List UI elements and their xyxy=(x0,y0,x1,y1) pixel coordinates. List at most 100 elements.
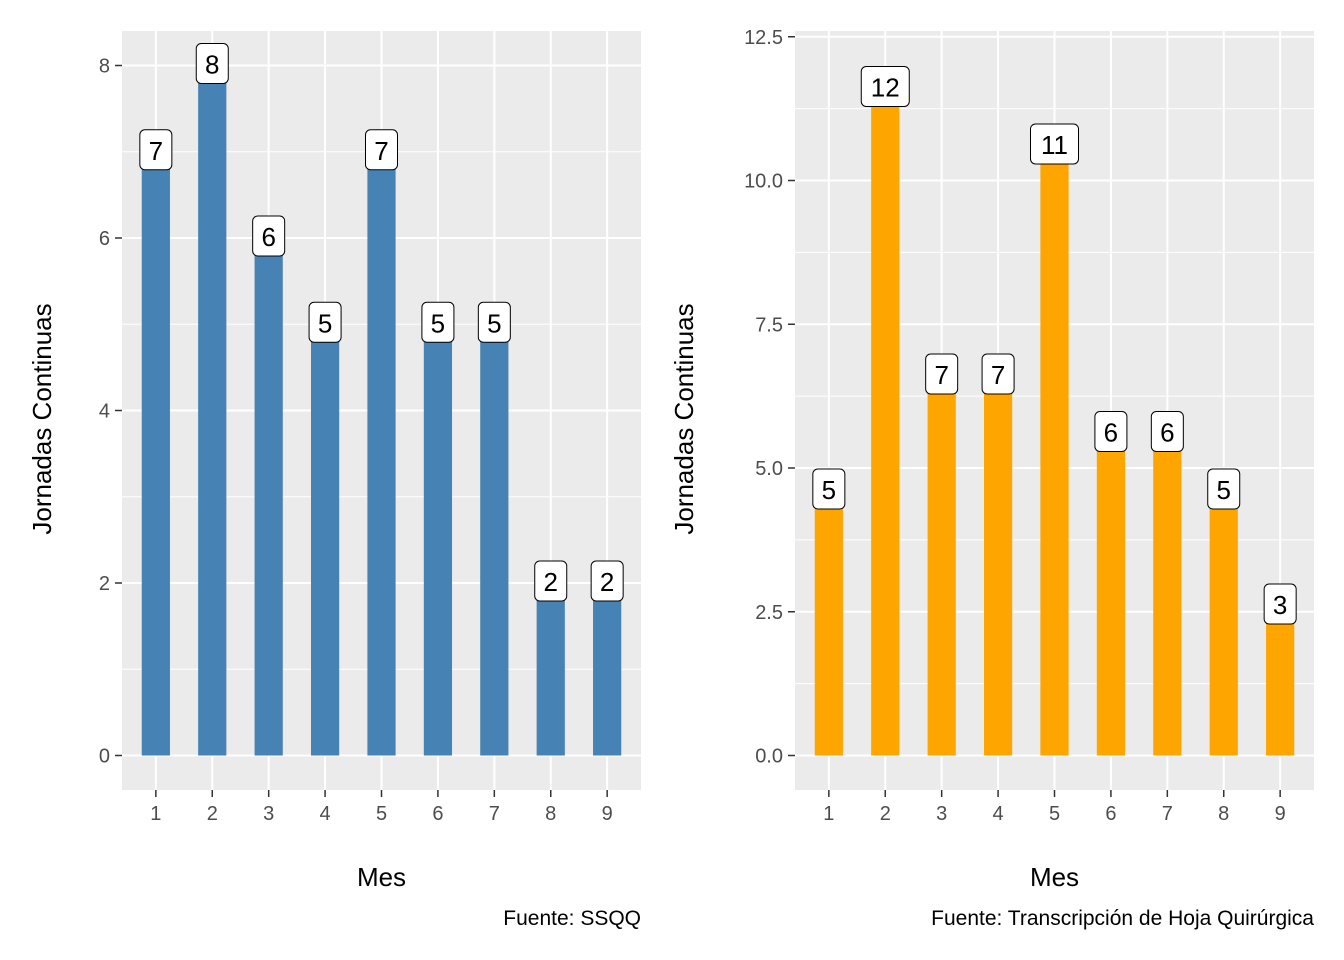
bar xyxy=(310,324,340,756)
bar xyxy=(480,324,509,756)
bar-label: 7 xyxy=(981,353,1015,395)
bar-label-text: 5 xyxy=(1217,475,1231,505)
y-tick-label: 0 xyxy=(99,746,110,768)
x-tick-label: 8 xyxy=(545,803,556,825)
x-tick-label: 2 xyxy=(880,803,891,825)
bar-label-box xyxy=(139,129,173,171)
bar-label-text: 5 xyxy=(318,308,332,338)
chart-caption: Fuente: SSQQ xyxy=(503,907,641,930)
x-tick-label: 6 xyxy=(432,803,443,825)
bar xyxy=(141,151,170,756)
y-tick-label: 6 xyxy=(99,228,110,250)
bar-label-box xyxy=(1030,123,1079,165)
bar-label-text: 5 xyxy=(431,308,445,338)
bar-label-text: 7 xyxy=(374,136,388,166)
chart-left-panel: 7 8 6 5 7 5 5 2 2 0 2 4 6 8 1 2 3 4 5 6 7 8 9 Mes Jornadas Conti… xyxy=(27,31,641,930)
bar xyxy=(1040,146,1069,756)
x-tick-label: 4 xyxy=(320,803,331,825)
x-tick-label: 1 xyxy=(150,803,161,825)
bar xyxy=(423,324,453,756)
bar xyxy=(198,65,227,756)
bar-label: 2 xyxy=(590,560,624,602)
bar-label: 6 xyxy=(252,215,286,257)
bar-label: 6 xyxy=(1094,411,1128,452)
x-tick-label: 7 xyxy=(1162,803,1173,825)
chart-caption: Fuente: Transcripción de Hoja Quirúrgica xyxy=(931,907,1314,930)
bar-label: 2 xyxy=(534,560,568,602)
bar-label-text: 7 xyxy=(991,360,1005,390)
bar-label-text: 12 xyxy=(871,73,900,103)
bar-label: 6 xyxy=(1150,411,1184,452)
bar xyxy=(1209,491,1238,756)
x-tick-label: 7 xyxy=(489,803,500,825)
x-tick-label: 3 xyxy=(263,803,274,825)
bar xyxy=(367,151,396,756)
bar-label: 7 xyxy=(139,129,173,171)
bar xyxy=(814,491,843,756)
bar xyxy=(593,583,622,756)
bar-label-box xyxy=(1207,468,1241,510)
bar-label: 5 xyxy=(421,301,455,343)
bar-label-text: 3 xyxy=(1273,590,1287,620)
bar-label-box xyxy=(252,215,286,257)
bar xyxy=(983,376,1013,756)
bar-label-box xyxy=(860,66,910,107)
bar-label-box xyxy=(812,468,846,510)
x-tick-label: 4 xyxy=(993,803,1004,825)
bar-label: 5 xyxy=(1207,468,1241,510)
y-tick-label: 0.0 xyxy=(755,746,783,768)
bar-label: 11 xyxy=(1030,123,1079,165)
x-tick-label: 6 xyxy=(1105,803,1116,825)
bar xyxy=(1153,433,1182,756)
bar-label-text: 2 xyxy=(600,567,614,597)
bar xyxy=(254,238,283,756)
x-tick-label: 1 xyxy=(823,803,834,825)
x-tick-label: 9 xyxy=(602,803,613,825)
bar-label-text: 11 xyxy=(1041,130,1068,160)
y-axis-title: Jornadas Continuas xyxy=(27,303,57,534)
x-tick-label: 5 xyxy=(1049,803,1060,825)
bar xyxy=(536,583,565,756)
bar xyxy=(871,88,900,756)
bar-label-box xyxy=(1094,411,1128,452)
x-tick-label: 2 xyxy=(207,803,218,825)
x-tick-label: 9 xyxy=(1275,803,1286,825)
bar-label: 12 xyxy=(860,66,910,107)
bar xyxy=(1096,433,1126,756)
y-tick-label: 10.0 xyxy=(744,171,783,193)
y-tick-label: 5.0 xyxy=(755,458,783,480)
bar-label: 7 xyxy=(925,353,959,395)
bar-label-text: 7 xyxy=(934,360,948,390)
bar-label-text: 6 xyxy=(1104,418,1118,448)
x-tick-label: 8 xyxy=(1218,803,1229,825)
x-axis-title: Mes xyxy=(1030,862,1079,892)
bar-label-text: 8 xyxy=(205,50,219,80)
bar-label-text: 5 xyxy=(822,475,836,505)
bar-label: 7 xyxy=(365,129,398,171)
bar-label-text: 7 xyxy=(149,136,163,166)
bar-label: 5 xyxy=(308,301,342,343)
bar-label: 5 xyxy=(812,468,846,510)
bar-label-box xyxy=(365,129,398,171)
y-axis-title: Jornadas Continuas xyxy=(669,303,699,534)
bar-label-text: 2 xyxy=(544,567,558,597)
x-tick-label: 5 xyxy=(376,803,387,825)
x-tick-label: 3 xyxy=(936,803,947,825)
bar-label: 8 xyxy=(195,43,229,84)
bar-label-text: 5 xyxy=(487,308,501,338)
bar-label-box xyxy=(477,301,511,343)
y-tick-label: 4 xyxy=(99,401,110,423)
y-tick-label: 7.5 xyxy=(755,314,783,336)
bar-label-box xyxy=(534,560,568,602)
bar-label-box xyxy=(925,353,959,395)
bar-label-box xyxy=(981,353,1015,395)
bar xyxy=(1266,606,1295,756)
bar-label-box xyxy=(195,43,229,84)
bar-label-box xyxy=(1150,411,1184,452)
bar xyxy=(927,376,956,756)
bar-label: 5 xyxy=(477,301,511,343)
bar-label-text: 6 xyxy=(261,222,275,252)
bar-label-box xyxy=(421,301,455,343)
